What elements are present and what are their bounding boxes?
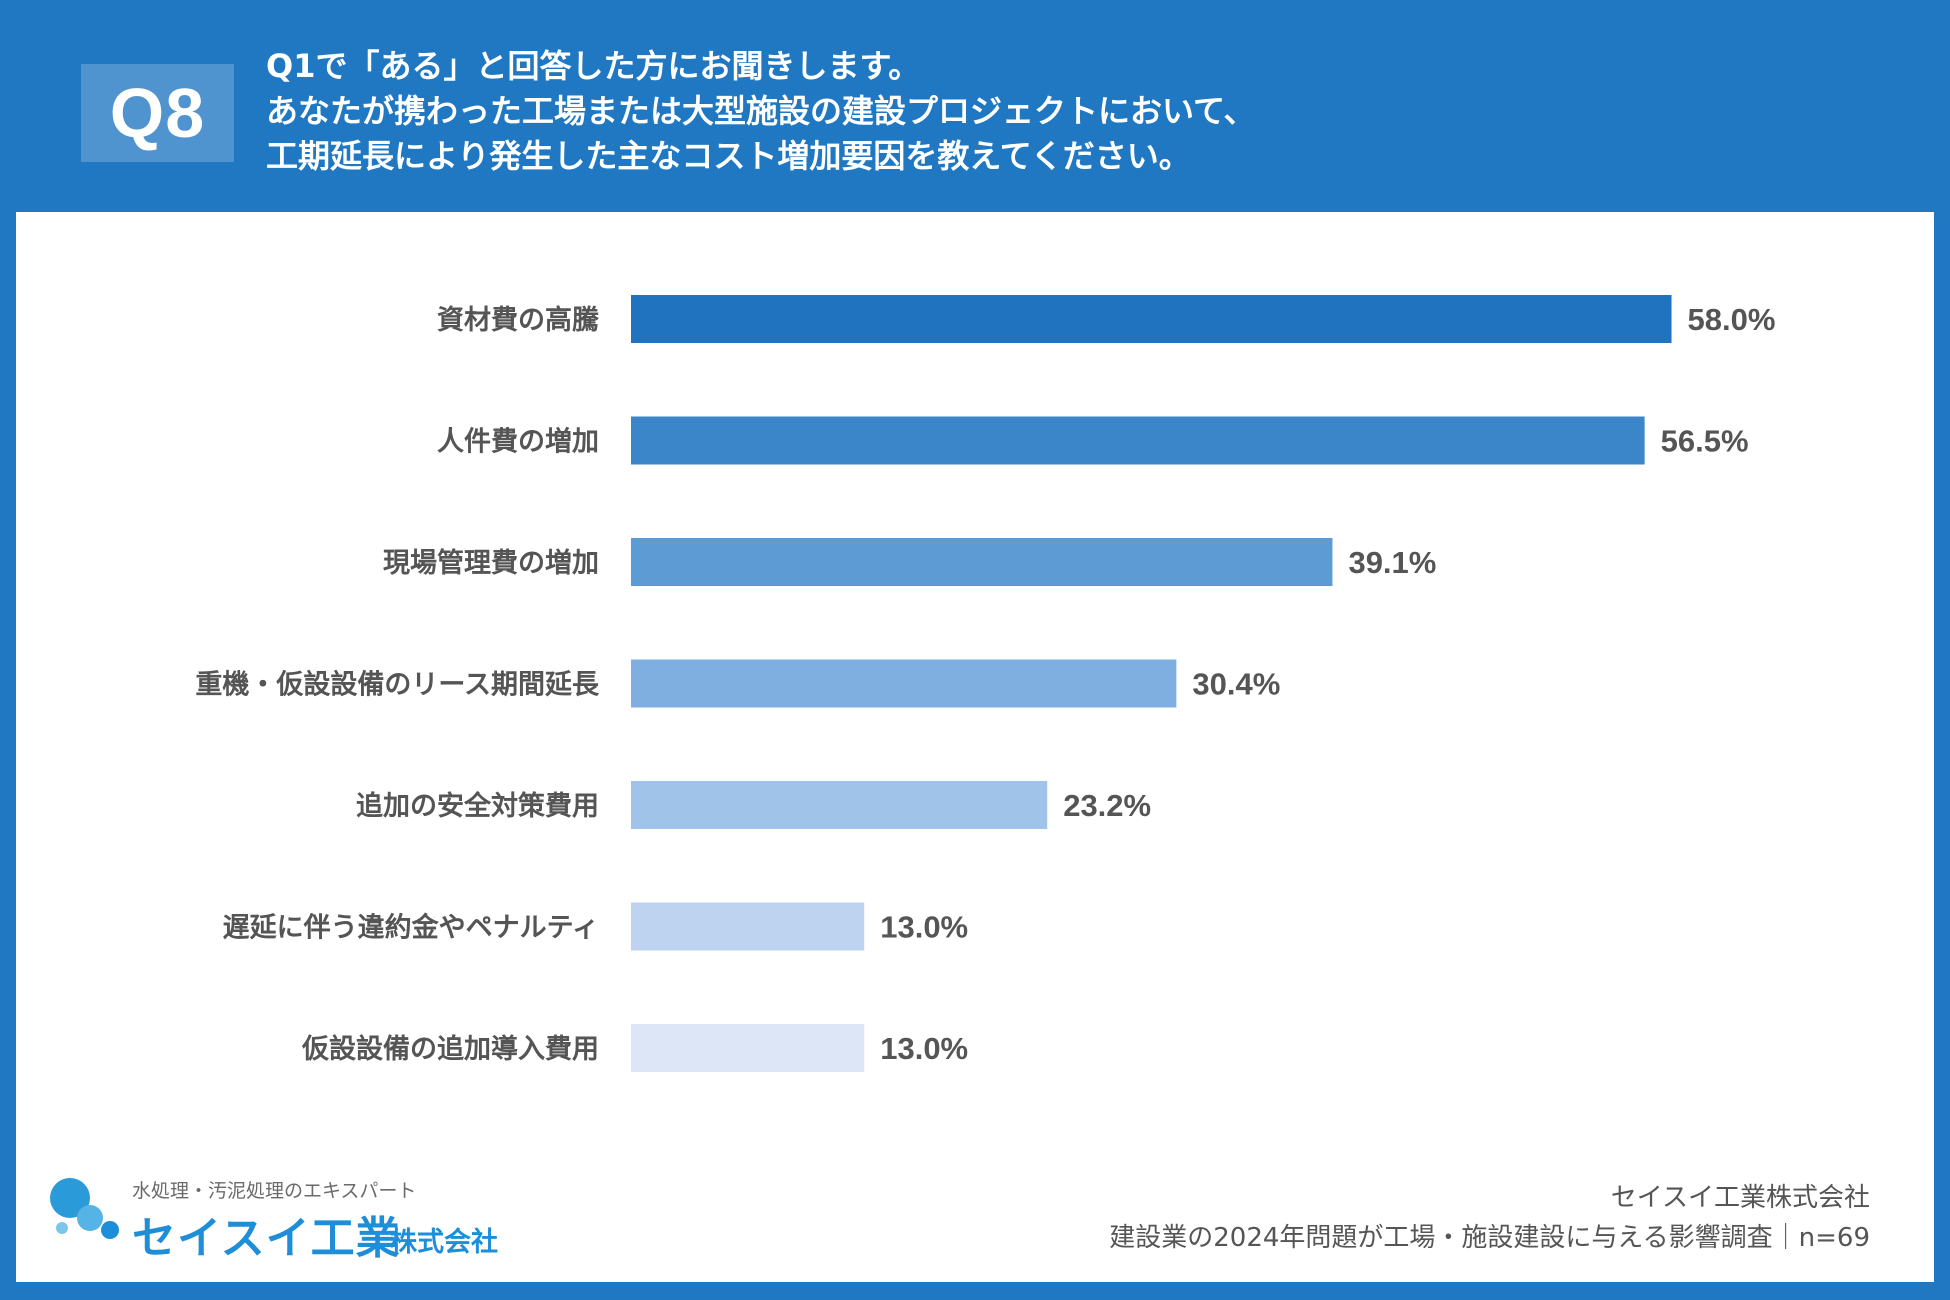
bar: [631, 902, 865, 951]
value-label: 30.4%: [1192, 667, 1280, 702]
value-label: 13.0%: [880, 1031, 968, 1066]
chart-panel: 資材費の高騰 58.0% 人件費の増加 56.5% 現場管理費の増加 39.1% 重機・仮設…: [16, 212, 1934, 1282]
category-label: 仮設設備の追加導入費用: [301, 1033, 599, 1065]
source-note: セイスイ工業株式会社 建設業の2024年問題が工場・施設建設に与える影響調査｜n…: [1109, 1178, 1870, 1258]
survey-title: 建設業の2024年問題が工場・施設建設に与える影響調査｜n=69: [1109, 1223, 1870, 1253]
value-label: 58.0%: [1688, 302, 1776, 337]
question-badge: Q8: [81, 64, 234, 162]
bar-chart: 資材費の高騰 58.0% 人件費の増加 56.5% 現場管理費の増加 39.1% 重機・仮設…: [195, 295, 1776, 1072]
category-label: 遅延に伴う違約金やペナルティ: [223, 912, 599, 944]
company-name: セイスイ工業株式会社: [1610, 1183, 1870, 1213]
value-label: 23.2%: [1063, 788, 1151, 823]
bar: [631, 538, 1333, 586]
logo-suffix: 株式会社: [390, 1227, 498, 1258]
question-line-1: Q1で「ある」と回答した方にお聞きします。: [266, 47, 921, 85]
category-label: 追加の安全対策費用: [356, 790, 599, 822]
bar: [631, 781, 1048, 829]
question-line-3: 工期延長により発生した主なコスト増加要因を教えてください。: [266, 137, 1191, 175]
company-logo-block: 水処理・汚泥処理のエキスパート セイスイ工業 株式会社: [48, 1172, 548, 1264]
question-line-2: あなたが携わった工場または大型施設の建設プロジェクトにおいて、: [266, 92, 1256, 130]
bar: [631, 659, 1177, 708]
value-label: 56.5%: [1661, 424, 1749, 459]
category-label: 資材費の高騰: [437, 304, 600, 336]
bar: [631, 1024, 865, 1072]
question-text: Q1で「ある」と回答した方にお聞きします。 あなたが携わった工場または大型施設の…: [266, 44, 1255, 179]
category-label: 人件費の増加: [437, 426, 599, 458]
bar: [631, 295, 1672, 343]
header: Q8 Q1で「ある」と回答した方にお聞きします。 あなたが携わった工場または大型…: [0, 0, 1950, 210]
category-label: 重機・仮設設備のリース期間延長: [195, 669, 600, 701]
logo-bubbles-icon: [50, 1178, 119, 1239]
value-label: 39.1%: [1348, 545, 1436, 580]
category-label: 現場管理費の増加: [383, 547, 599, 579]
bar: [631, 416, 1645, 465]
value-label: 13.0%: [880, 910, 968, 945]
logo-tagline: 水処理・汚泥処理のエキスパート: [132, 1180, 417, 1202]
logo-wordmark: セイスイ工業: [132, 1213, 401, 1264]
